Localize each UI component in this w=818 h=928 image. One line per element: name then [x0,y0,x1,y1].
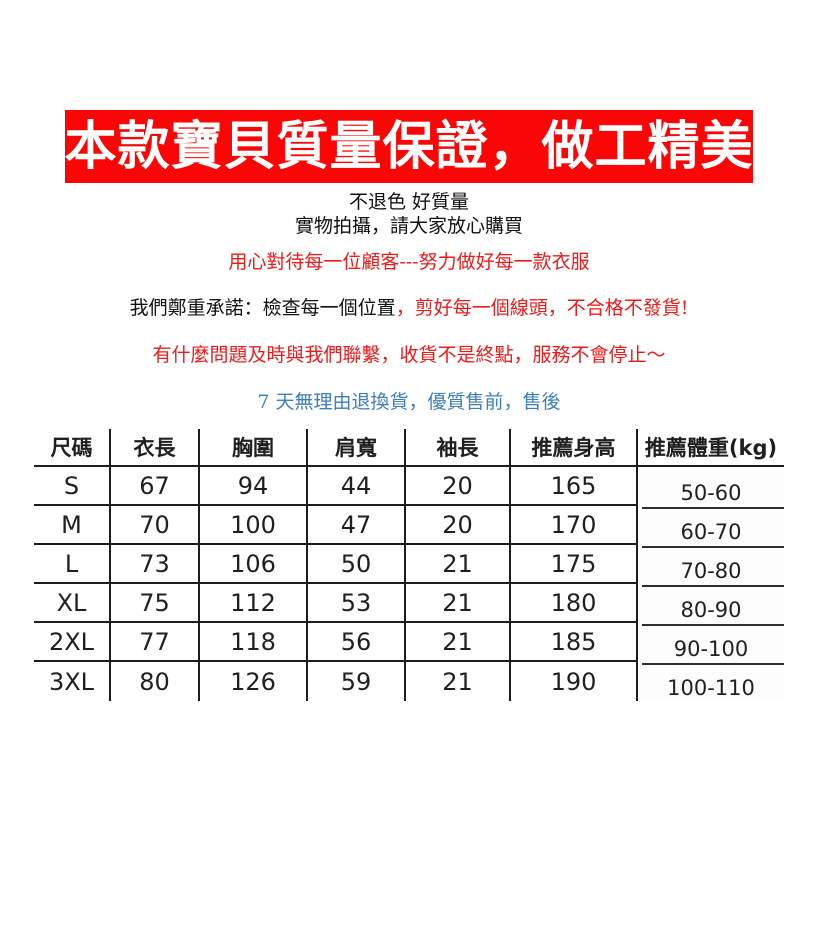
table-cell-size: L [34,545,109,584]
table-cell-size: 2XL [34,623,109,662]
table-cell-weight: 80-90 [636,584,784,626]
size-chart-table: 尺碼 衣長 胸圍 肩寬 袖長 推薦身高 推薦體重(kg) S 67 94 44 … [34,429,784,701]
table-cell-weight: 50-60 [636,467,784,509]
table-cell-weight: 60-70 [636,506,784,548]
table-cell-sleeve: 20 [404,467,509,506]
quality-guarantee-banner: 本款寶貝質量保證，做工精美 [65,110,753,183]
table-cell-sleeve: 21 [404,545,509,584]
table-cell-size: XL [34,584,109,623]
table-cell-chest: 106 [198,545,306,584]
table-cell-shoulder: 56 [306,623,404,662]
slogan-promise: 我們鄭重承諾：檢查每一個位置，剪好每一個線頭，不合格不發貨! [0,296,818,320]
table-cell-height: 180 [509,584,636,623]
table-cell-shoulder: 59 [306,662,404,701]
table-cell-size: 3XL [34,662,109,701]
banner-title: 本款寶貝質量保證，做工精美 [64,116,754,177]
size-table-header-size: 尺碼 [34,429,109,467]
table-cell-sleeve: 21 [404,584,509,623]
table-cell-size: S [34,467,109,506]
size-table-header-weight: 推薦體重(kg) [636,429,784,467]
table-cell-length: 75 [109,584,198,623]
table-cell-length: 80 [109,662,198,701]
table-cell-weight: 90-100 [636,623,784,665]
slogan-return-policy: 7 天無理由退換貨，優質售前，售後 [257,391,561,413]
table-cell-shoulder: 44 [306,467,404,506]
table-cell-height: 175 [509,545,636,584]
table-cell-height: 170 [509,506,636,545]
table-cell-chest: 118 [198,623,306,662]
table-cell-length: 70 [109,506,198,545]
table-cell-chest: 126 [198,662,306,701]
table-cell-chest: 100 [198,506,306,545]
table-cell-chest: 112 [198,584,306,623]
table-cell-length: 73 [109,545,198,584]
table-cell-weight: 100-110 [636,662,784,701]
note-no-fade: 不退色 好質量 [348,191,470,213]
slogan-customer-care: 用心對待每一位顧客---努力做好每一款衣服 [228,251,590,273]
table-cell-height: 185 [509,623,636,662]
table-cell-length: 67 [109,467,198,506]
table-cell-shoulder: 47 [306,506,404,545]
table-cell-shoulder: 50 [306,545,404,584]
table-cell-height: 190 [509,662,636,701]
slogan-promise-black-part: 我們鄭重承諾：檢查每一個位置 [129,297,396,319]
slogan-promise-red-part: ，剪好每一個線頭，不合格不發貨! [395,297,689,319]
table-cell-length: 77 [109,623,198,662]
table-cell-size: M [34,506,109,545]
product-detail-page: 本款寶貝質量保證，做工精美 不退色 好質量 實物拍攝，請大家放心購買 用心對待每… [0,110,818,928]
table-cell-sleeve: 21 [404,662,509,701]
table-cell-sleeve: 20 [404,506,509,545]
size-table-header-height: 推薦身高 [509,429,636,467]
table-cell-shoulder: 53 [306,584,404,623]
table-cell-height: 165 [509,467,636,506]
size-table-header-sleeve: 袖長 [404,429,509,467]
table-cell-sleeve: 21 [404,623,509,662]
size-table-header-chest: 胸圍 [198,429,306,467]
slogan-after-sale-service: 有什麼問題及時與我們聯繫，收貨不是終點，服務不會停止～ [152,344,666,366]
size-table-header-length: 衣長 [109,429,198,467]
size-table-header-shoulder: 肩寬 [306,429,404,467]
table-cell-weight: 70-80 [636,545,784,587]
table-cell-chest: 94 [198,467,306,506]
note-real-photos: 實物拍攝，請大家放心購買 [294,215,523,237]
